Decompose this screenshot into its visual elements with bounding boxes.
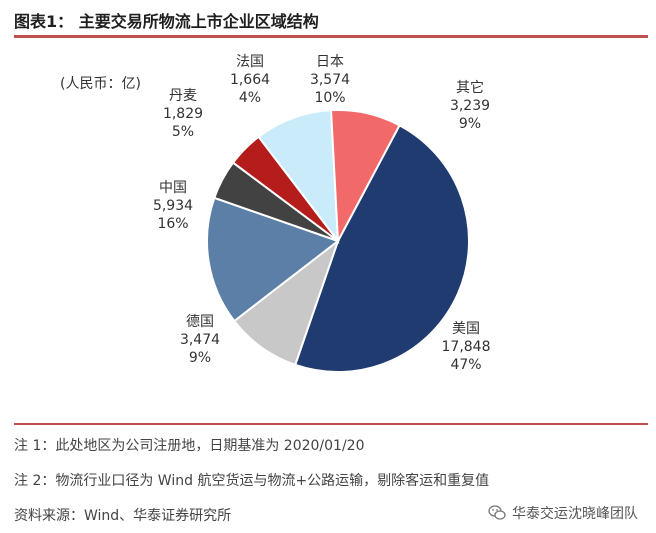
pie-label-name: 法国 — [236, 54, 264, 70]
pie-slice-3 — [206, 196, 341, 323]
pie-label-name: 其它 — [456, 79, 484, 96]
header-divider — [14, 35, 648, 38]
pie-labels: 美国 17,848 47% 德国 3,474 9% 中国 5,934 16% 丹麦 1,829 5% 法… — [153, 54, 491, 373]
pie-slice-6 — [257, 109, 340, 245]
chart-title: 图表1： 主要交易所物流上市企业区域结构 — [14, 12, 319, 31]
pie-label-name: 中国 — [159, 180, 187, 196]
footer-divider — [14, 423, 648, 425]
pie-label-value: 1,664 — [230, 72, 270, 88]
pie-label-value: 3,474 — [180, 332, 220, 348]
pie-label-value: 3,574 — [310, 72, 350, 88]
unit-label: (人民币：亿) — [60, 76, 141, 92]
pie-label-pct: 9% — [189, 350, 211, 366]
pie-label-name: 丹麦 — [169, 88, 197, 104]
pie-slice-7 — [329, 109, 401, 245]
footnote-2: 注 2：物流行业口径为 Wind 航空货运与物流+公路运输，剔除客运和重复值 — [14, 473, 490, 489]
pie-label-name: 美国 — [452, 321, 480, 337]
pie-label-pct: 9% — [459, 116, 481, 132]
source-note: 资料来源：Wind、华泰证券研究所 — [14, 508, 232, 524]
pie-slice-1 — [293, 123, 470, 373]
pie-label-name: 日本 — [316, 54, 344, 70]
pie-label-value: 3,239 — [450, 98, 490, 114]
footnote-1: 注 1：此处地区为公司注册地，日期基准为 2020/01/20 — [14, 438, 365, 454]
brand-name: 华泰交运沈晓峰团队 — [512, 506, 638, 522]
pie-label-value: 5,934 — [153, 198, 193, 214]
wechat-icon — [488, 505, 506, 520]
pie-label-pct: 4% — [239, 90, 261, 106]
pie-label-value: 17,848 — [442, 339, 491, 355]
pie-label-name: 德国 — [186, 314, 214, 330]
pie-label-pct: 47% — [450, 357, 481, 373]
pie-label-pct: 5% — [172, 124, 194, 140]
pie-chart: 美国 17,848 47% 德国 3,474 9% 中国 5,934 16% 丹麦 1,829 5% 法… — [153, 54, 491, 373]
pie-label-pct: 16% — [157, 216, 188, 232]
pie-label-value: 1,829 — [163, 106, 203, 122]
pie-slices — [206, 109, 470, 373]
pie-label-pct: 10% — [314, 90, 345, 106]
brand-watermark: 华泰交运沈晓峰团队 — [488, 503, 638, 523]
